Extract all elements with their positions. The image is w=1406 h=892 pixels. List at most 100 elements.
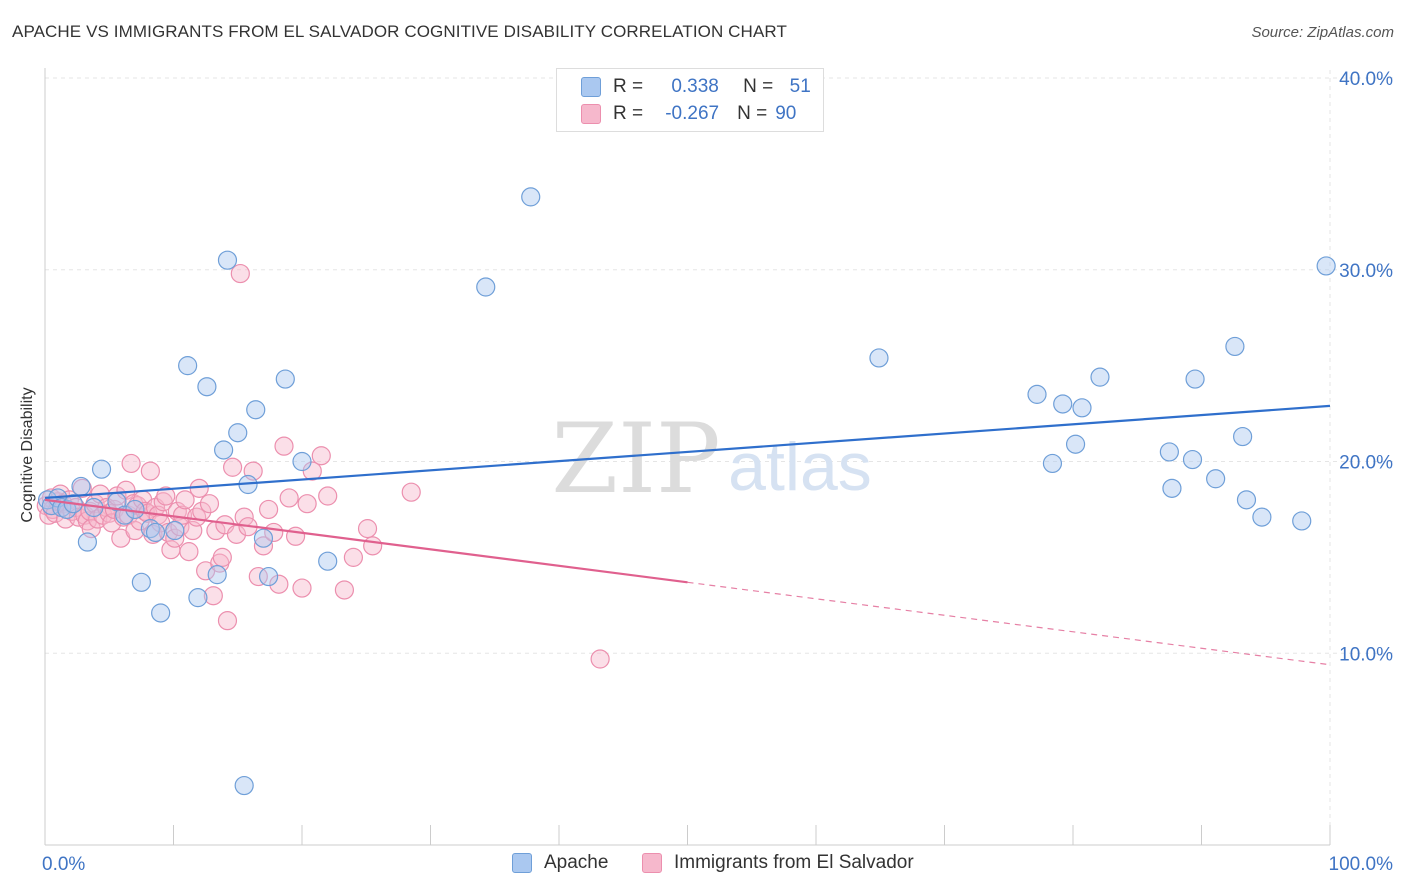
- apache-point: [258, 566, 279, 587]
- apache-point: [214, 440, 234, 460]
- salvador-point: [285, 526, 306, 546]
- apache-point: [140, 519, 160, 539]
- apache-point: [318, 551, 338, 571]
- apache-point: [71, 476, 91, 497]
- apache-point: [1072, 398, 1092, 418]
- apache-point: [207, 565, 227, 585]
- apache-swatch: [581, 77, 601, 97]
- y-tick-label: 20.0%: [1339, 453, 1393, 474]
- apache-point: [1090, 367, 1110, 387]
- salvador-point: [253, 536, 274, 556]
- salvador-point: [318, 486, 338, 506]
- salvador-point: [203, 586, 223, 606]
- salvador-point: [258, 499, 279, 520]
- axes: [44, 68, 1331, 846]
- apache-point: [1233, 426, 1253, 447]
- apache-point: [1185, 369, 1205, 389]
- apache-point: [234, 775, 254, 796]
- apache-point: [1236, 490, 1257, 510]
- salvador-point: [172, 505, 193, 525]
- apache-point: [869, 348, 889, 368]
- salvador-point: [156, 486, 176, 506]
- salvador-point: [179, 542, 199, 562]
- salvador-point: [140, 461, 160, 481]
- apache-trend-line: [44, 404, 1331, 500]
- apache-point: [125, 499, 145, 520]
- apache-point: [1027, 384, 1047, 404]
- legend-n-label: N =: [737, 103, 768, 124]
- salvador-point: [121, 453, 141, 474]
- apache-point: [1159, 442, 1179, 462]
- series-legend: Apache Immigrants from El Salvador: [0, 852, 1406, 878]
- salvador-point: [343, 547, 363, 567]
- apache-point: [91, 459, 112, 479]
- salvador-swatch: [581, 104, 601, 124]
- apache-point: [165, 520, 185, 541]
- salvador-point: [248, 566, 268, 587]
- legend-n-value-apache: 51: [789, 76, 811, 97]
- salvador-point: [269, 574, 289, 594]
- legend-label-apache: Apache: [544, 852, 609, 873]
- apache-point: [178, 356, 198, 376]
- correlation-legend: R = 0.338 N = 51 R = -0.267 N = 90: [556, 68, 824, 132]
- salvador-point: [311, 446, 331, 466]
- apache-point: [1206, 469, 1226, 489]
- apache-point: [217, 250, 238, 270]
- salvador-point: [357, 519, 378, 539]
- watermark-atlas: atlas: [728, 429, 872, 505]
- apache-point: [476, 277, 496, 297]
- apache-point: [1292, 511, 1312, 531]
- salvador-point: [212, 547, 232, 567]
- tick-labels: 10.0% 20.0% 30.0% 40.0% 0.0% 100.0%: [42, 69, 1393, 875]
- apache-point: [1252, 507, 1272, 527]
- apache-point: [1053, 394, 1073, 414]
- salvador-point: [274, 436, 294, 456]
- salvador-point: [165, 528, 185, 548]
- salvador-point: [363, 536, 383, 556]
- apache-point: [253, 528, 274, 548]
- salvador-legend-swatch: [642, 853, 662, 873]
- apache-point: [228, 423, 248, 443]
- legend-n-value-salvador: 90: [775, 103, 797, 124]
- y-tick-label: 40.0%: [1339, 69, 1393, 90]
- salvador-point: [217, 611, 238, 631]
- legend-label-salvador: Immigrants from El Salvador: [674, 852, 914, 873]
- y-tick-label: 30.0%: [1339, 261, 1393, 282]
- chart-title: APACHE VS IMMIGRANTS FROM EL SALVADOR CO…: [12, 22, 787, 41]
- x-tick-label-min: 0.0%: [42, 854, 85, 875]
- apache-point: [151, 603, 171, 623]
- apache-point: [1316, 256, 1336, 276]
- salvador-point: [590, 649, 610, 669]
- salvador-point: [125, 520, 145, 541]
- legend-item-salvador: Immigrants from El Salvador: [642, 852, 914, 874]
- legend-n-label: N =: [743, 76, 774, 97]
- apache-point: [131, 572, 151, 592]
- gridlines: [45, 70, 1393, 845]
- apache-legend-swatch: [512, 853, 532, 873]
- apache-point: [1042, 453, 1063, 474]
- apache-point: [1182, 449, 1203, 470]
- salvador-point: [175, 490, 195, 510]
- x-tick-label-max: 100.0%: [1329, 854, 1394, 875]
- trend-lines: [44, 404, 1331, 666]
- series-immigrants-from-el-salvador: [36, 263, 610, 669]
- salvador-point: [302, 461, 322, 481]
- apache-point: [292, 451, 312, 472]
- apache-point: [1065, 434, 1086, 454]
- salvador-point: [297, 494, 317, 514]
- apache-point: [275, 369, 295, 389]
- legend-item-apache: Apache: [512, 852, 608, 874]
- salvador-trend-extension: [687, 581, 1331, 666]
- legend-r-label: R =: [613, 103, 644, 124]
- apache-point: [1225, 336, 1245, 357]
- series-apache: [37, 187, 1336, 796]
- salvador-point: [223, 457, 243, 477]
- salvador-point: [230, 263, 250, 284]
- salvador-point: [334, 580, 355, 600]
- salvador-point: [279, 488, 299, 508]
- legend-r-value-apache: 0.338: [671, 76, 719, 97]
- apache-point: [77, 532, 98, 552]
- legend-row-salvador: R = -0.267 N = 90: [581, 102, 805, 126]
- legend-r-label: R =: [613, 76, 644, 97]
